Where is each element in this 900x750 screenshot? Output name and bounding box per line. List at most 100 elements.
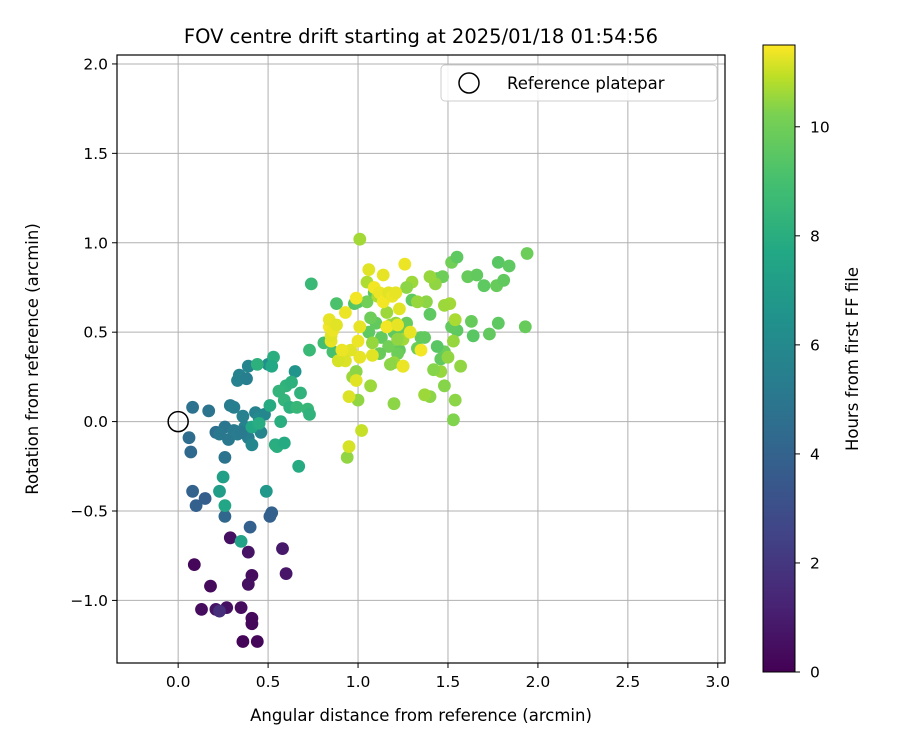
data-point bbox=[403, 325, 417, 339]
data-point bbox=[344, 343, 358, 357]
data-point bbox=[292, 459, 306, 473]
data-point bbox=[438, 379, 451, 393]
data-point bbox=[213, 604, 226, 618]
data-point bbox=[195, 603, 208, 616]
legend-label: Reference platepar bbox=[507, 74, 665, 93]
data-point bbox=[477, 279, 491, 293]
data-point bbox=[198, 492, 212, 505]
data-point bbox=[223, 531, 237, 545]
data-point bbox=[187, 558, 201, 571]
x-tick-label: 2.0 bbox=[526, 673, 551, 691]
data-point bbox=[241, 577, 255, 591]
colorbar: 0 2 4 6 8 10 Hours from first FF file bbox=[762, 44, 862, 682]
data-point bbox=[184, 445, 198, 459]
data-point bbox=[353, 320, 367, 334]
y-tick-label: 0.0 bbox=[83, 413, 108, 431]
data-point bbox=[349, 374, 363, 387]
data-point bbox=[243, 520, 257, 534]
data-point bbox=[288, 365, 302, 378]
y-tick-label: −1.0 bbox=[70, 592, 108, 610]
data-point bbox=[502, 259, 516, 273]
legend-marker bbox=[458, 72, 480, 94]
colorbar-tick-label: 8 bbox=[810, 227, 820, 245]
data-point bbox=[245, 617, 259, 631]
colorbar-tick-label: 0 bbox=[810, 664, 820, 682]
data-point bbox=[294, 386, 307, 400]
data-point bbox=[400, 281, 413, 294]
colorbar-tick-label: 2 bbox=[810, 554, 820, 572]
data-point bbox=[218, 510, 232, 523]
data-point bbox=[430, 340, 444, 353]
data-point bbox=[387, 397, 401, 411]
data-point bbox=[339, 306, 352, 319]
data-point bbox=[470, 268, 484, 282]
data-point bbox=[234, 535, 248, 548]
data-point bbox=[366, 336, 379, 350]
data-point bbox=[250, 635, 264, 648]
data-point bbox=[398, 257, 412, 271]
data-point bbox=[376, 268, 390, 282]
legend-box bbox=[440, 64, 718, 102]
data-point bbox=[420, 295, 433, 309]
x-tick-label: 0.5 bbox=[256, 673, 281, 691]
data-point bbox=[518, 320, 532, 334]
data-point bbox=[454, 359, 467, 373]
data-point bbox=[216, 470, 230, 484]
data-point bbox=[418, 388, 431, 402]
data-point bbox=[240, 372, 253, 386]
data-point bbox=[384, 358, 397, 371]
data-point bbox=[393, 302, 406, 316]
data-point bbox=[285, 375, 298, 389]
x-tick-label: 3.0 bbox=[705, 673, 730, 691]
data-point bbox=[360, 295, 374, 309]
data-point bbox=[362, 263, 376, 276]
data-point bbox=[342, 390, 356, 403]
data-point bbox=[272, 384, 286, 398]
data-point bbox=[259, 484, 273, 498]
data-point bbox=[274, 415, 288, 428]
data-point bbox=[423, 270, 437, 284]
x-tick-label: 2.5 bbox=[616, 673, 641, 691]
data-point bbox=[438, 299, 451, 312]
data-point bbox=[448, 393, 462, 407]
data-point bbox=[303, 408, 316, 421]
data-point bbox=[234, 425, 248, 439]
data-point bbox=[353, 350, 367, 364]
data-point bbox=[342, 440, 356, 453]
data-point bbox=[304, 277, 318, 291]
data-point bbox=[303, 343, 316, 357]
y-tick-label: 1.5 bbox=[83, 145, 108, 163]
data-point bbox=[330, 318, 343, 332]
data-point bbox=[355, 424, 368, 437]
grid-lines bbox=[117, 55, 725, 663]
data-point bbox=[276, 542, 289, 555]
data-point bbox=[380, 320, 394, 334]
data-points bbox=[182, 232, 534, 648]
colorbar-label: Hours from first FF file bbox=[843, 267, 862, 451]
colorbar-gradient bbox=[762, 44, 796, 673]
data-point bbox=[396, 359, 410, 373]
data-point bbox=[213, 427, 226, 441]
data-point bbox=[186, 484, 200, 498]
data-point bbox=[213, 484, 226, 498]
data-point bbox=[427, 363, 440, 377]
data-point bbox=[448, 313, 462, 327]
data-point bbox=[382, 340, 395, 353]
data-point bbox=[227, 400, 241, 414]
data-point bbox=[218, 451, 232, 464]
data-point bbox=[186, 400, 200, 414]
data-point bbox=[234, 601, 248, 614]
reference-marker bbox=[167, 410, 189, 433]
data-point bbox=[441, 350, 455, 364]
data-point bbox=[520, 247, 534, 260]
x-tick-label: 1.0 bbox=[346, 673, 371, 691]
data-point bbox=[330, 297, 343, 310]
x-axis-ticks: 0.0 0.5 1.0 1.5 2.0 2.5 3.0 bbox=[166, 663, 730, 691]
data-point bbox=[450, 250, 464, 264]
data-point bbox=[491, 316, 505, 330]
data-point bbox=[250, 358, 264, 371]
data-point bbox=[349, 291, 363, 305]
data-point bbox=[349, 365, 363, 378]
data-point bbox=[483, 327, 496, 341]
